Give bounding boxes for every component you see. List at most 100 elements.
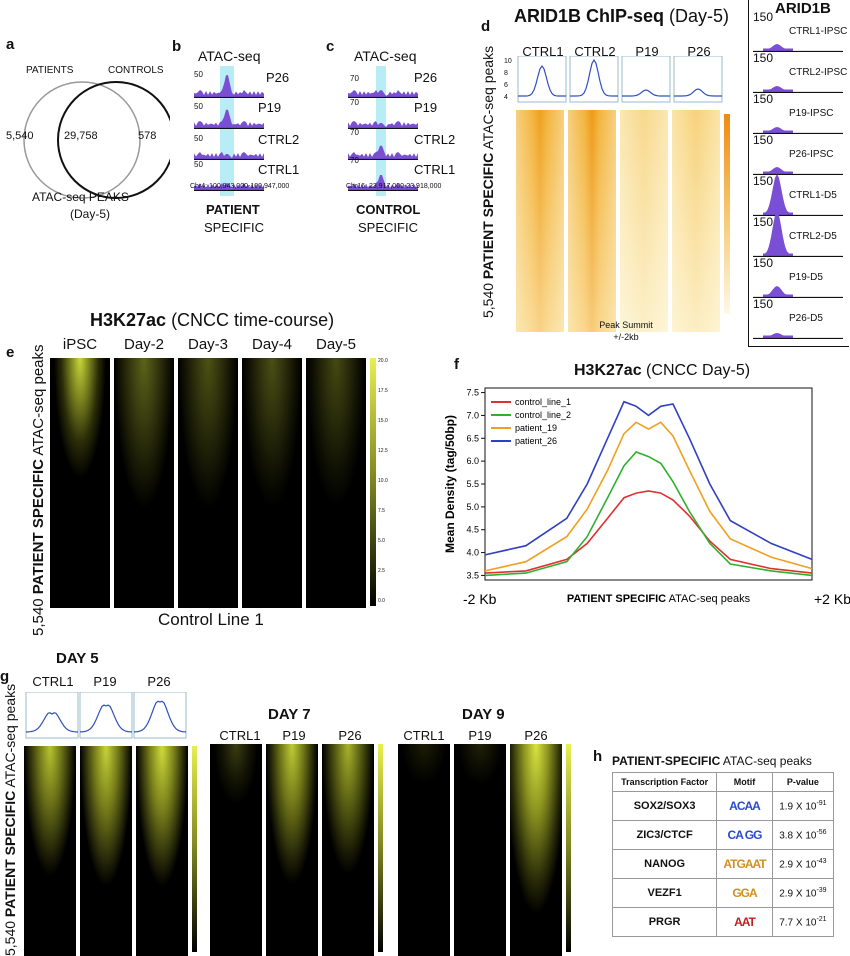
panel-d-profile-ticks: 10 8 6 4 [504, 56, 512, 104]
panel-b-track-signal [194, 109, 264, 128]
y-tick-label: 6.5 [466, 433, 479, 443]
panel-c-title: ATAC-seq [354, 48, 417, 64]
panel-d-heatmaps: CTRL1 CTRL2 P19 P26 10 8 6 4 Peak Summit… [486, 44, 736, 344]
panel-c-track-signal [348, 145, 418, 159]
panel-b-track-signal [194, 183, 264, 190]
motif-header-tf: Transcription Factor [611, 772, 718, 792]
panel-label-g: g [0, 668, 10, 685]
panel-c-highlight [376, 66, 386, 196]
legend-label: patient_19 [515, 423, 557, 433]
venn-label-patients: PATIENTS [26, 65, 74, 76]
panel-b-highlight [220, 66, 234, 196]
panel-d-col-p26: P26 [687, 44, 711, 59]
g5-profile-line [79, 704, 133, 733]
heatmap-g9-p19 [454, 744, 506, 956]
panel-d-profiles [517, 56, 723, 103]
g9-colorbar [566, 744, 571, 952]
motif-tf: PRGR [611, 907, 718, 937]
panel-d-profile-line [570, 58, 618, 97]
panel-e-colorbar-tick: 17.5 [378, 388, 388, 394]
panel-d-tick-6: 6 [504, 82, 508, 89]
panel-e-col-day2: Day-2 [123, 336, 164, 353]
chart-x-left: -2 Kb [463, 591, 497, 607]
heatmap-g9-ctrl1 [398, 744, 450, 956]
arid1b-scale: 150 [753, 51, 774, 65]
panel-e-colorbar-tick: 10.0 [378, 478, 388, 484]
heatmap-e-day3 [178, 358, 238, 608]
motif-logo: CA GG [716, 820, 773, 850]
arid1b-track-signal [763, 211, 793, 256]
panel-label-a: a [6, 36, 15, 53]
legend-label: patient_26 [515, 436, 557, 446]
motif-pval-exp: -39 [816, 886, 827, 894]
motif-logo: AAT [716, 907, 773, 937]
arid1b-track-name: P19-D5 [789, 272, 823, 283]
heatmap-g5-p19 [80, 746, 132, 956]
panel-c-coords: Chr16: 23,917,000-23,918,000 [346, 183, 442, 190]
motif-logo: ATGAAT [716, 849, 773, 879]
motif-table: Transcription Factor Motif P-value SOX2/… [611, 772, 835, 937]
arid1b-track-name: P26-IPSC [789, 149, 834, 160]
panel-b-track-4 [194, 183, 264, 191]
arid1b-track-list: 150 CTRL1-IPSC 150 CTRL2-IPSC 150 P19-IPSC 150… [749, 10, 849, 346]
y-tick-label: 5.5 [466, 479, 479, 489]
arid1b-track-name: CTRL2-IPSC [789, 67, 848, 78]
series-line-control_line_2 [484, 451, 813, 577]
y-tick-label: 5.0 [466, 502, 479, 512]
panel-d-tick-4: 4 [504, 94, 508, 101]
panel-d-title: ARID1B ChIP-seq (Day-5) [514, 6, 729, 27]
panel-d-tick-8: 8 [504, 70, 508, 77]
g5-profile-line [25, 712, 79, 733]
panel-c-track-4 [348, 175, 418, 191]
panel-d-profile-line [674, 88, 722, 97]
y-tick-label: 4.5 [466, 525, 479, 535]
panel-c-atac: ATAC-seq P26 P19 CTRL2 CTRL1 70 70 70 70… [346, 48, 478, 238]
panel-d-heatmap-ctrl2 [568, 110, 616, 332]
series-line-patient_26 [484, 400, 813, 561]
panel-c-track-3 [348, 145, 418, 160]
motif-logo-text: CA GG [727, 828, 763, 842]
panel-c-scale-2: 70 [350, 98, 359, 107]
heatmap-g9-p26 [510, 744, 562, 956]
panel-e-colorbar-tick: 7.5 [378, 508, 385, 514]
panel-b-track-signal [194, 75, 264, 97]
heatmap-g7-p19 [266, 744, 318, 956]
arid1b-track [753, 286, 843, 298]
g5-profile-box [79, 692, 133, 739]
panel-c-track-signal [348, 90, 418, 97]
panel-g-day5-title: DAY 5 [56, 650, 99, 667]
motif-pval: 2.9 X 10-39 [771, 878, 835, 908]
panel-e-ylabel: 5,540 PATIENT SPECIFIC ATAC-seq peaks [30, 336, 47, 636]
panel-label-e: e [6, 344, 15, 361]
panel-e-colorbar-tick: 5.0 [378, 538, 385, 544]
panel-e-title-bold: H3K27ac [90, 310, 167, 330]
panel-c-footer-bold: CONTROL [356, 202, 421, 217]
panel-c-scale-3: 70 [350, 128, 359, 137]
arid1b-track [753, 333, 843, 339]
panel-d-ylabel-count: 5,540 [480, 282, 496, 318]
motif-pval: 7.7 X 10-21 [771, 907, 835, 937]
panel-b-atac: ATAC-seq P26 P19 CTRL2 CTRL1 50 50 50 50… [190, 48, 324, 238]
panel-b-title: ATAC-seq [198, 48, 261, 64]
arid1b-track-name: CTRL1-IPSC [789, 26, 848, 37]
panel-b-footer-bold: PATIENT [206, 202, 260, 217]
motif-pval-base: 7.7 X 10 [779, 917, 817, 929]
panel-e-xlabel: Control Line 1 [158, 610, 264, 629]
panel-f-title-rest: (CNCC Day-5) [641, 362, 751, 379]
panel-d-colorbar [724, 114, 730, 314]
g5-profile-line [133, 700, 187, 733]
arid1b-scale: 150 [753, 92, 774, 106]
panel-b-track-3 [194, 152, 264, 160]
panel-f-chart: 3.5 4.0 4.5 5.0 5.5 6.0 6.5 7.0 7.5 control_line_… [443, 387, 850, 607]
table-row: ZIC3/CTCF CA GG 3.8 X 10-56 [611, 820, 835, 850]
panel-b-scale-1: 50 [194, 70, 203, 79]
panel-h-title-bold: PATIENT-SPECIFIC [612, 754, 721, 768]
panel-c-scale-4: 70 [350, 156, 359, 165]
heatmap-e-ipsc [50, 358, 110, 608]
motif-pval-base: 2.9 X 10 [779, 859, 817, 871]
arid1b-track-signal [763, 333, 793, 338]
motif-pval: 2.9 X 10-43 [771, 849, 835, 879]
panel-d-col-ctrl1: CTRL1 [522, 44, 564, 59]
panel-d-profile-line [518, 64, 566, 97]
panel-b-tracks [194, 68, 264, 198]
